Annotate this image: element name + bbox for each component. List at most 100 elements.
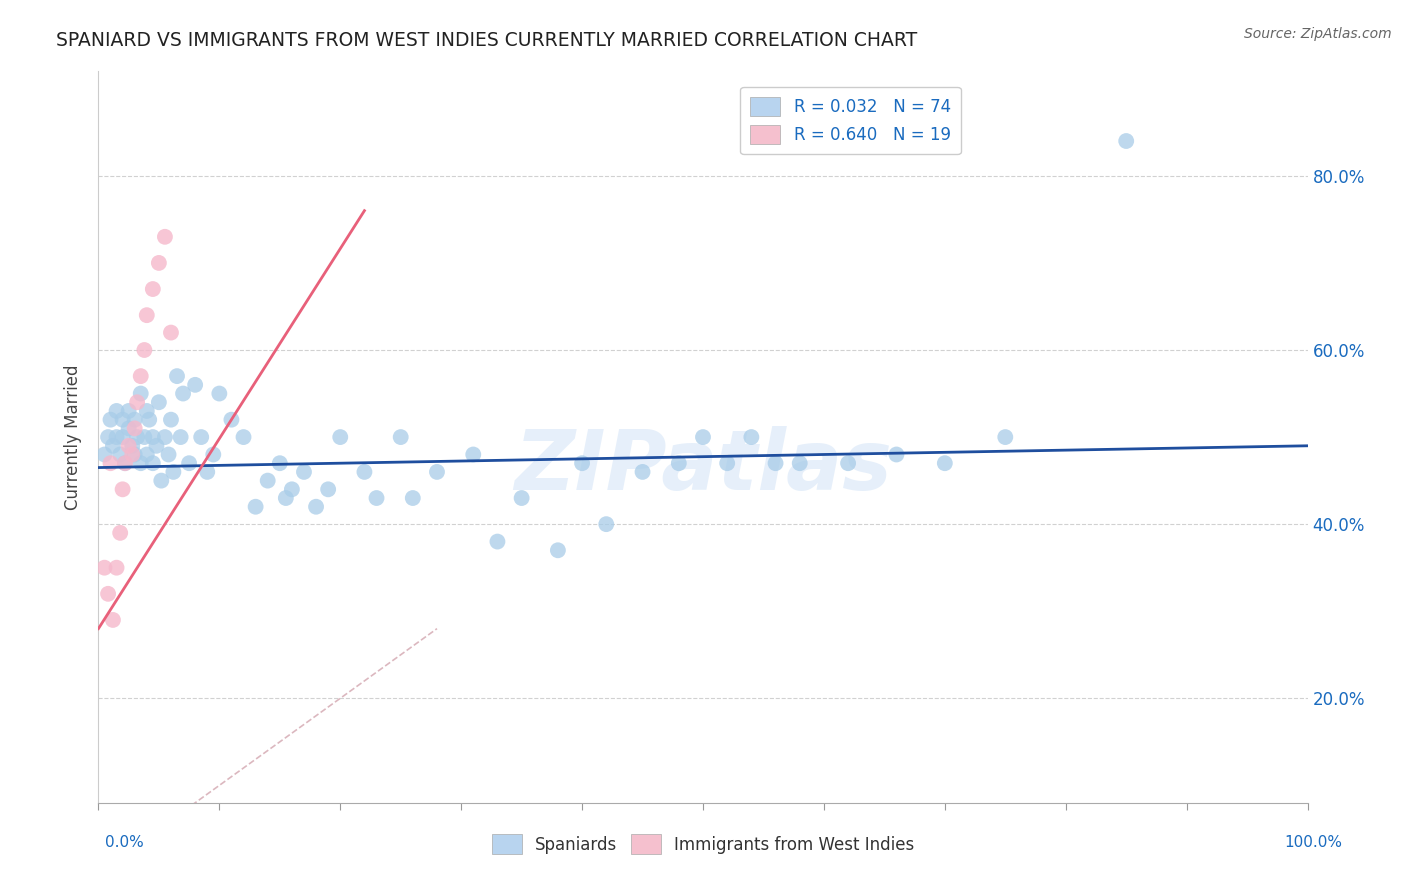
Point xyxy=(142,430,165,444)
Point xyxy=(157,448,180,462)
Point xyxy=(631,465,654,479)
Point xyxy=(118,421,141,435)
Point xyxy=(121,448,143,462)
Point xyxy=(111,430,134,444)
Point xyxy=(148,395,170,409)
Point xyxy=(124,448,146,462)
Point xyxy=(162,465,184,479)
Point xyxy=(281,483,304,497)
Point xyxy=(114,456,136,470)
Point xyxy=(789,456,811,470)
Point xyxy=(134,430,156,444)
Point xyxy=(208,386,231,401)
Point xyxy=(138,412,160,426)
Point xyxy=(316,483,339,497)
Point xyxy=(97,430,120,444)
Point xyxy=(256,474,278,488)
Point xyxy=(145,439,167,453)
Point xyxy=(245,500,267,514)
Point xyxy=(129,386,152,401)
Point xyxy=(202,448,225,462)
Point xyxy=(305,500,328,514)
Point xyxy=(160,326,183,340)
Point xyxy=(93,560,115,574)
Point xyxy=(101,613,124,627)
Point xyxy=(121,439,143,453)
Text: SPANIARD VS IMMIGRANTS FROM WEST INDIES CURRENTLY MARRIED CORRELATION CHART: SPANIARD VS IMMIGRANTS FROM WEST INDIES … xyxy=(56,31,918,50)
Point xyxy=(142,282,165,296)
Point xyxy=(571,456,593,470)
Point xyxy=(195,465,218,479)
Point xyxy=(100,412,122,426)
Point xyxy=(366,491,388,505)
Point xyxy=(127,395,149,409)
Point xyxy=(169,430,191,444)
Point xyxy=(740,430,762,444)
Point xyxy=(101,439,124,453)
Point xyxy=(111,412,134,426)
Point xyxy=(668,456,690,470)
Point xyxy=(486,534,509,549)
Point xyxy=(135,404,157,418)
Point xyxy=(765,456,787,470)
Point xyxy=(292,465,315,479)
Point xyxy=(97,587,120,601)
Point xyxy=(129,456,152,470)
Point xyxy=(118,439,141,453)
Point xyxy=(886,448,908,462)
Point xyxy=(934,456,956,470)
Point xyxy=(105,560,128,574)
Point xyxy=(269,456,291,470)
Point xyxy=(179,456,201,470)
Point xyxy=(111,483,134,497)
Point xyxy=(1115,134,1137,148)
Y-axis label: Currently Married: Currently Married xyxy=(65,364,83,510)
Point xyxy=(510,491,533,505)
Point xyxy=(389,430,412,444)
Point xyxy=(329,430,352,444)
Point xyxy=(274,491,297,505)
Point xyxy=(463,448,485,462)
Point xyxy=(402,491,425,505)
Point xyxy=(118,404,141,418)
Point xyxy=(232,430,254,444)
Point xyxy=(135,448,157,462)
Point xyxy=(108,448,131,462)
Text: ZIPatlas: ZIPatlas xyxy=(515,425,891,507)
Text: Source: ZipAtlas.com: Source: ZipAtlas.com xyxy=(1244,27,1392,41)
Point xyxy=(426,465,449,479)
Point xyxy=(160,412,183,426)
Point xyxy=(595,517,617,532)
Point xyxy=(129,369,152,384)
Point xyxy=(127,430,149,444)
Point xyxy=(108,525,131,540)
Point xyxy=(142,456,165,470)
Point xyxy=(692,430,714,444)
Legend: Spaniards, Immigrants from West Indies: Spaniards, Immigrants from West Indies xyxy=(485,828,921,860)
Point xyxy=(105,404,128,418)
Point xyxy=(221,412,243,426)
Point xyxy=(153,430,176,444)
Point xyxy=(190,430,212,444)
Text: 0.0%: 0.0% xyxy=(105,836,145,850)
Point xyxy=(148,256,170,270)
Point xyxy=(172,386,194,401)
Point xyxy=(716,456,738,470)
Point xyxy=(994,430,1017,444)
Point xyxy=(353,465,375,479)
Point xyxy=(124,421,146,435)
Point xyxy=(105,430,128,444)
Point xyxy=(184,377,207,392)
Point xyxy=(135,308,157,322)
Point xyxy=(134,343,156,357)
Point xyxy=(114,456,136,470)
Point xyxy=(100,456,122,470)
Point xyxy=(124,412,146,426)
Point xyxy=(150,474,173,488)
Point xyxy=(547,543,569,558)
Text: 100.0%: 100.0% xyxy=(1285,836,1343,850)
Point xyxy=(93,448,115,462)
Point xyxy=(166,369,188,384)
Point xyxy=(153,229,176,244)
Point xyxy=(837,456,859,470)
